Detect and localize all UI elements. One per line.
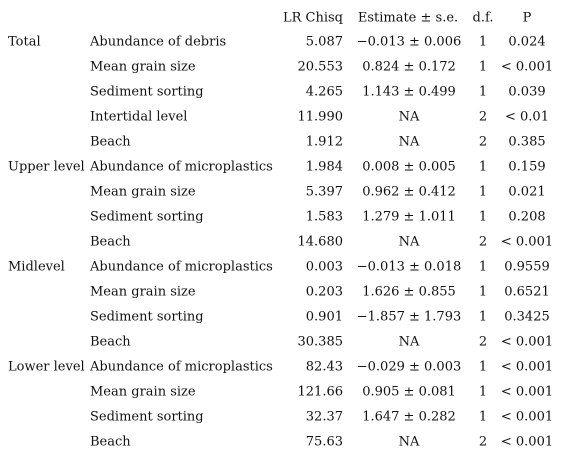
estimate: 0.962 ± 0.412 bbox=[362, 185, 456, 200]
estimate: 1.279 ± 1.011 bbox=[362, 210, 456, 225]
lr-chisq: 1.984 bbox=[306, 160, 343, 175]
estimate: 0.824 ± 0.172 bbox=[362, 60, 456, 75]
df: 2 bbox=[479, 335, 487, 350]
variable: Beach bbox=[90, 135, 131, 150]
estimate: 0.008 ± 0.005 bbox=[362, 160, 456, 175]
variable: Intertidal level bbox=[90, 110, 187, 125]
df: 1 bbox=[479, 310, 487, 325]
df: 1 bbox=[479, 85, 487, 100]
df: 1 bbox=[479, 410, 487, 425]
lr-chisq: 0.003 bbox=[306, 260, 343, 275]
group-name: Midlevel bbox=[8, 260, 65, 275]
df: 1 bbox=[479, 360, 487, 375]
p-value: 0.024 bbox=[508, 35, 545, 50]
header-df: d.f. bbox=[473, 11, 494, 26]
df: 1 bbox=[479, 60, 487, 75]
variable: Beach bbox=[90, 335, 131, 350]
p-value: < 0.01 bbox=[505, 110, 549, 125]
variable: Abundance of debris bbox=[89, 35, 226, 50]
variable: Sediment sorting bbox=[90, 85, 204, 100]
p-value: < 0.001 bbox=[501, 335, 553, 350]
variable: Abundance of microplastics bbox=[89, 260, 273, 275]
variable: Mean grain size bbox=[90, 185, 196, 200]
variable: Beach bbox=[90, 235, 131, 250]
lr-chisq: 5.087 bbox=[306, 35, 343, 50]
lr-chisq: 32.37 bbox=[306, 410, 343, 425]
df: 2 bbox=[479, 135, 487, 150]
p-value: 0.9559 bbox=[504, 260, 550, 275]
lr-chisq: 82.43 bbox=[306, 360, 343, 375]
df: 1 bbox=[479, 210, 487, 225]
variable: Mean grain size bbox=[90, 385, 196, 400]
lr-chisq: 1.583 bbox=[306, 210, 343, 225]
estimate: NA bbox=[399, 110, 420, 125]
estimate: NA bbox=[399, 135, 420, 150]
variable: Abundance of microplastics bbox=[89, 160, 273, 175]
p-value: < 0.001 bbox=[501, 235, 553, 250]
estimate: −0.013 ± 0.006 bbox=[357, 35, 461, 50]
estimate: NA bbox=[399, 435, 420, 450]
lr-chisq: 0.203 bbox=[306, 285, 343, 300]
estimate: 1.626 ± 0.855 bbox=[362, 285, 456, 300]
lr-chisq: 20.553 bbox=[298, 60, 344, 75]
estimate: 1.647 ± 0.282 bbox=[362, 410, 456, 425]
variable: Mean grain size bbox=[90, 285, 196, 300]
p-value: 0.3425 bbox=[504, 310, 550, 325]
estimate: 1.143 ± 0.499 bbox=[362, 85, 456, 100]
header-lr: LR Chisq bbox=[283, 11, 343, 26]
estimate: NA bbox=[399, 235, 420, 250]
df: 2 bbox=[479, 235, 487, 250]
group-name: Total bbox=[8, 35, 41, 50]
lr-chisq: 11.990 bbox=[298, 110, 344, 125]
df: 2 bbox=[479, 435, 487, 450]
p-value: < 0.001 bbox=[501, 410, 553, 425]
p-value: < 0.001 bbox=[501, 360, 553, 375]
header-p: P bbox=[523, 11, 532, 26]
lr-chisq: 30.385 bbox=[298, 335, 344, 350]
lr-chisq: 75.63 bbox=[306, 435, 343, 450]
df: 2 bbox=[479, 110, 487, 125]
p-value: 0.159 bbox=[508, 160, 545, 175]
p-value: 0.021 bbox=[508, 185, 545, 200]
p-value: < 0.001 bbox=[501, 435, 553, 450]
df: 1 bbox=[479, 185, 487, 200]
variable: Sediment sorting bbox=[90, 310, 204, 325]
p-value: 0.208 bbox=[508, 210, 545, 225]
variable: Sediment sorting bbox=[90, 210, 204, 225]
estimate: NA bbox=[399, 335, 420, 350]
p-value: < 0.001 bbox=[501, 385, 553, 400]
group-name: Upper level bbox=[8, 160, 85, 175]
estimate: −0.029 ± 0.003 bbox=[357, 360, 461, 375]
p-value: 0.039 bbox=[508, 85, 545, 100]
variable: Mean grain size bbox=[90, 60, 196, 75]
lr-chisq: 4.265 bbox=[306, 85, 343, 100]
lr-chisq: 1.912 bbox=[306, 135, 343, 150]
group-name: Lower level bbox=[8, 360, 85, 375]
lr-chisq: 14.680 bbox=[298, 235, 344, 250]
lr-chisq: 0.901 bbox=[306, 310, 343, 325]
lr-chisq: 5.397 bbox=[306, 185, 343, 200]
lr-chisq: 121.66 bbox=[298, 385, 344, 400]
df: 1 bbox=[479, 260, 487, 275]
p-value: 0.385 bbox=[508, 135, 545, 150]
variable: Abundance of microplastics bbox=[89, 360, 273, 375]
df: 1 bbox=[479, 35, 487, 50]
header-estimate: Estimate ± s.e. bbox=[358, 11, 458, 26]
variable: Sediment sorting bbox=[90, 410, 204, 425]
estimate: −1.857 ± 1.793 bbox=[357, 310, 461, 325]
p-value: < 0.001 bbox=[501, 60, 553, 75]
estimate: −0.013 ± 0.018 bbox=[357, 260, 461, 275]
estimate: 0.905 ± 0.081 bbox=[362, 385, 456, 400]
df: 1 bbox=[479, 160, 487, 175]
df: 1 bbox=[479, 285, 487, 300]
p-value: 0.6521 bbox=[504, 285, 550, 300]
df: 1 bbox=[479, 385, 487, 400]
variable: Beach bbox=[90, 435, 131, 450]
